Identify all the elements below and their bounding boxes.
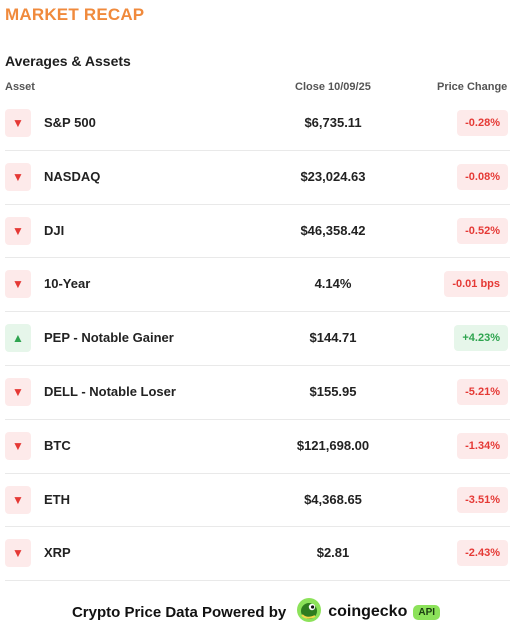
price-change-badge: -0.08% bbox=[457, 163, 508, 190]
footer-text: Crypto Price Data Powered by bbox=[71, 603, 287, 621]
close-price: $6,735.11 bbox=[304, 115, 362, 130]
price-change-badge: -5.21% bbox=[457, 378, 508, 405]
table-row: ▼ BTC $121,698.00 -1.34% bbox=[5, 420, 510, 474]
triangle-down-icon: ▼ bbox=[5, 431, 31, 460]
asset-name: XRP bbox=[44, 545, 71, 561]
coingecko-brand: coingecko bbox=[328, 603, 408, 620]
close-price: $121,698.00 bbox=[296, 437, 370, 453]
asset-name: DJI bbox=[44, 222, 65, 238]
asset-name: NASDAQ bbox=[44, 168, 101, 184]
triangle-up-icon: ▲ bbox=[5, 324, 31, 353]
table-row: ▲ PEP - Notable Gainer $144.71 +4.23% bbox=[5, 312, 510, 366]
column-header-asset: Asset bbox=[5, 81, 35, 93]
column-header-close: Close 10/09/25 bbox=[295, 81, 371, 93]
triangle-down-icon: ▼ bbox=[5, 216, 31, 245]
asset-name: DELL - Notable Loser bbox=[44, 383, 176, 399]
price-change-cell: +4.23% bbox=[454, 325, 508, 352]
table-row: ▼ XRP $2.81 -2.43% bbox=[5, 527, 510, 582]
table-row: ▼ DELL - Notable Loser $155.95 -5.21% bbox=[5, 366, 510, 420]
page-title: MARKET RECAP bbox=[5, 5, 145, 24]
asset-name: 10-Year bbox=[44, 276, 91, 292]
price-change-badge: -1.34% bbox=[457, 432, 508, 459]
section-title: Averages & Assets bbox=[5, 53, 131, 69]
price-change-cell: -0.28% bbox=[457, 110, 508, 136]
close-price: $23,024.63 bbox=[300, 168, 366, 184]
price-change-cell: -3.51% bbox=[457, 486, 508, 513]
price-change-badge: +4.23% bbox=[454, 325, 508, 352]
table-row: ▼ 10-Year 4.14% -0.01 bps bbox=[5, 258, 510, 313]
api-badge: API bbox=[413, 604, 441, 620]
close-price: $144.71 bbox=[309, 330, 357, 346]
price-change-cell: -0.08% bbox=[457, 163, 508, 190]
price-change-badge: -3.51% bbox=[457, 486, 508, 513]
asset-name: ETH bbox=[44, 491, 70, 507]
close-price: $4,368.65 bbox=[304, 491, 362, 507]
footer: Crypto Price Data Powered by coingecko A… bbox=[0, 594, 512, 630]
triangle-down-icon: ▼ bbox=[5, 109, 31, 137]
table-row: ▼ S&P 500 $6,735.11 -0.28% bbox=[5, 97, 510, 151]
coingecko-logo-icon bbox=[296, 597, 328, 628]
price-change-cell: -2.43% bbox=[457, 540, 508, 567]
triangle-down-icon: ▼ bbox=[5, 377, 31, 406]
close-price: 4.14% bbox=[314, 276, 352, 292]
price-change-cell: -5.21% bbox=[457, 378, 508, 405]
price-change-cell: -0.52% bbox=[457, 217, 508, 244]
table-row: ▼ ETH $4,368.65 -3.51% bbox=[5, 474, 510, 528]
table-row: ▼ DJI $46,358.42 -0.52% bbox=[5, 205, 510, 259]
triangle-down-icon: ▼ bbox=[5, 270, 31, 299]
asset-table: ▼ S&P 500 $6,735.11 -0.28% ▼ NASDAQ $23,024.63… bbox=[5, 97, 510, 582]
price-change-cell: -0.01 bps bbox=[444, 271, 508, 298]
price-change-badge: -0.01 bps bbox=[444, 271, 508, 298]
table-row: ▼ NASDAQ $23,024.63 -0.08% bbox=[5, 151, 510, 205]
close-price: $46,358.42 bbox=[300, 222, 366, 238]
triangle-down-icon: ▼ bbox=[5, 162, 31, 191]
close-price: $2.81 bbox=[316, 545, 350, 561]
asset-name: S&P 500 bbox=[44, 115, 96, 130]
asset-name: BTC bbox=[44, 437, 71, 453]
triangle-down-icon: ▼ bbox=[5, 485, 31, 514]
asset-name: PEP - Notable Gainer bbox=[44, 330, 174, 346]
price-change-badge: -0.28% bbox=[457, 110, 508, 136]
price-change-badge: -0.52% bbox=[457, 217, 508, 244]
column-header-change: Price Change bbox=[437, 81, 508, 93]
price-change-cell: -1.34% bbox=[457, 432, 508, 459]
close-price: $155.95 bbox=[309, 383, 357, 399]
triangle-down-icon: ▼ bbox=[5, 539, 31, 568]
price-change-badge: -2.43% bbox=[457, 540, 508, 567]
